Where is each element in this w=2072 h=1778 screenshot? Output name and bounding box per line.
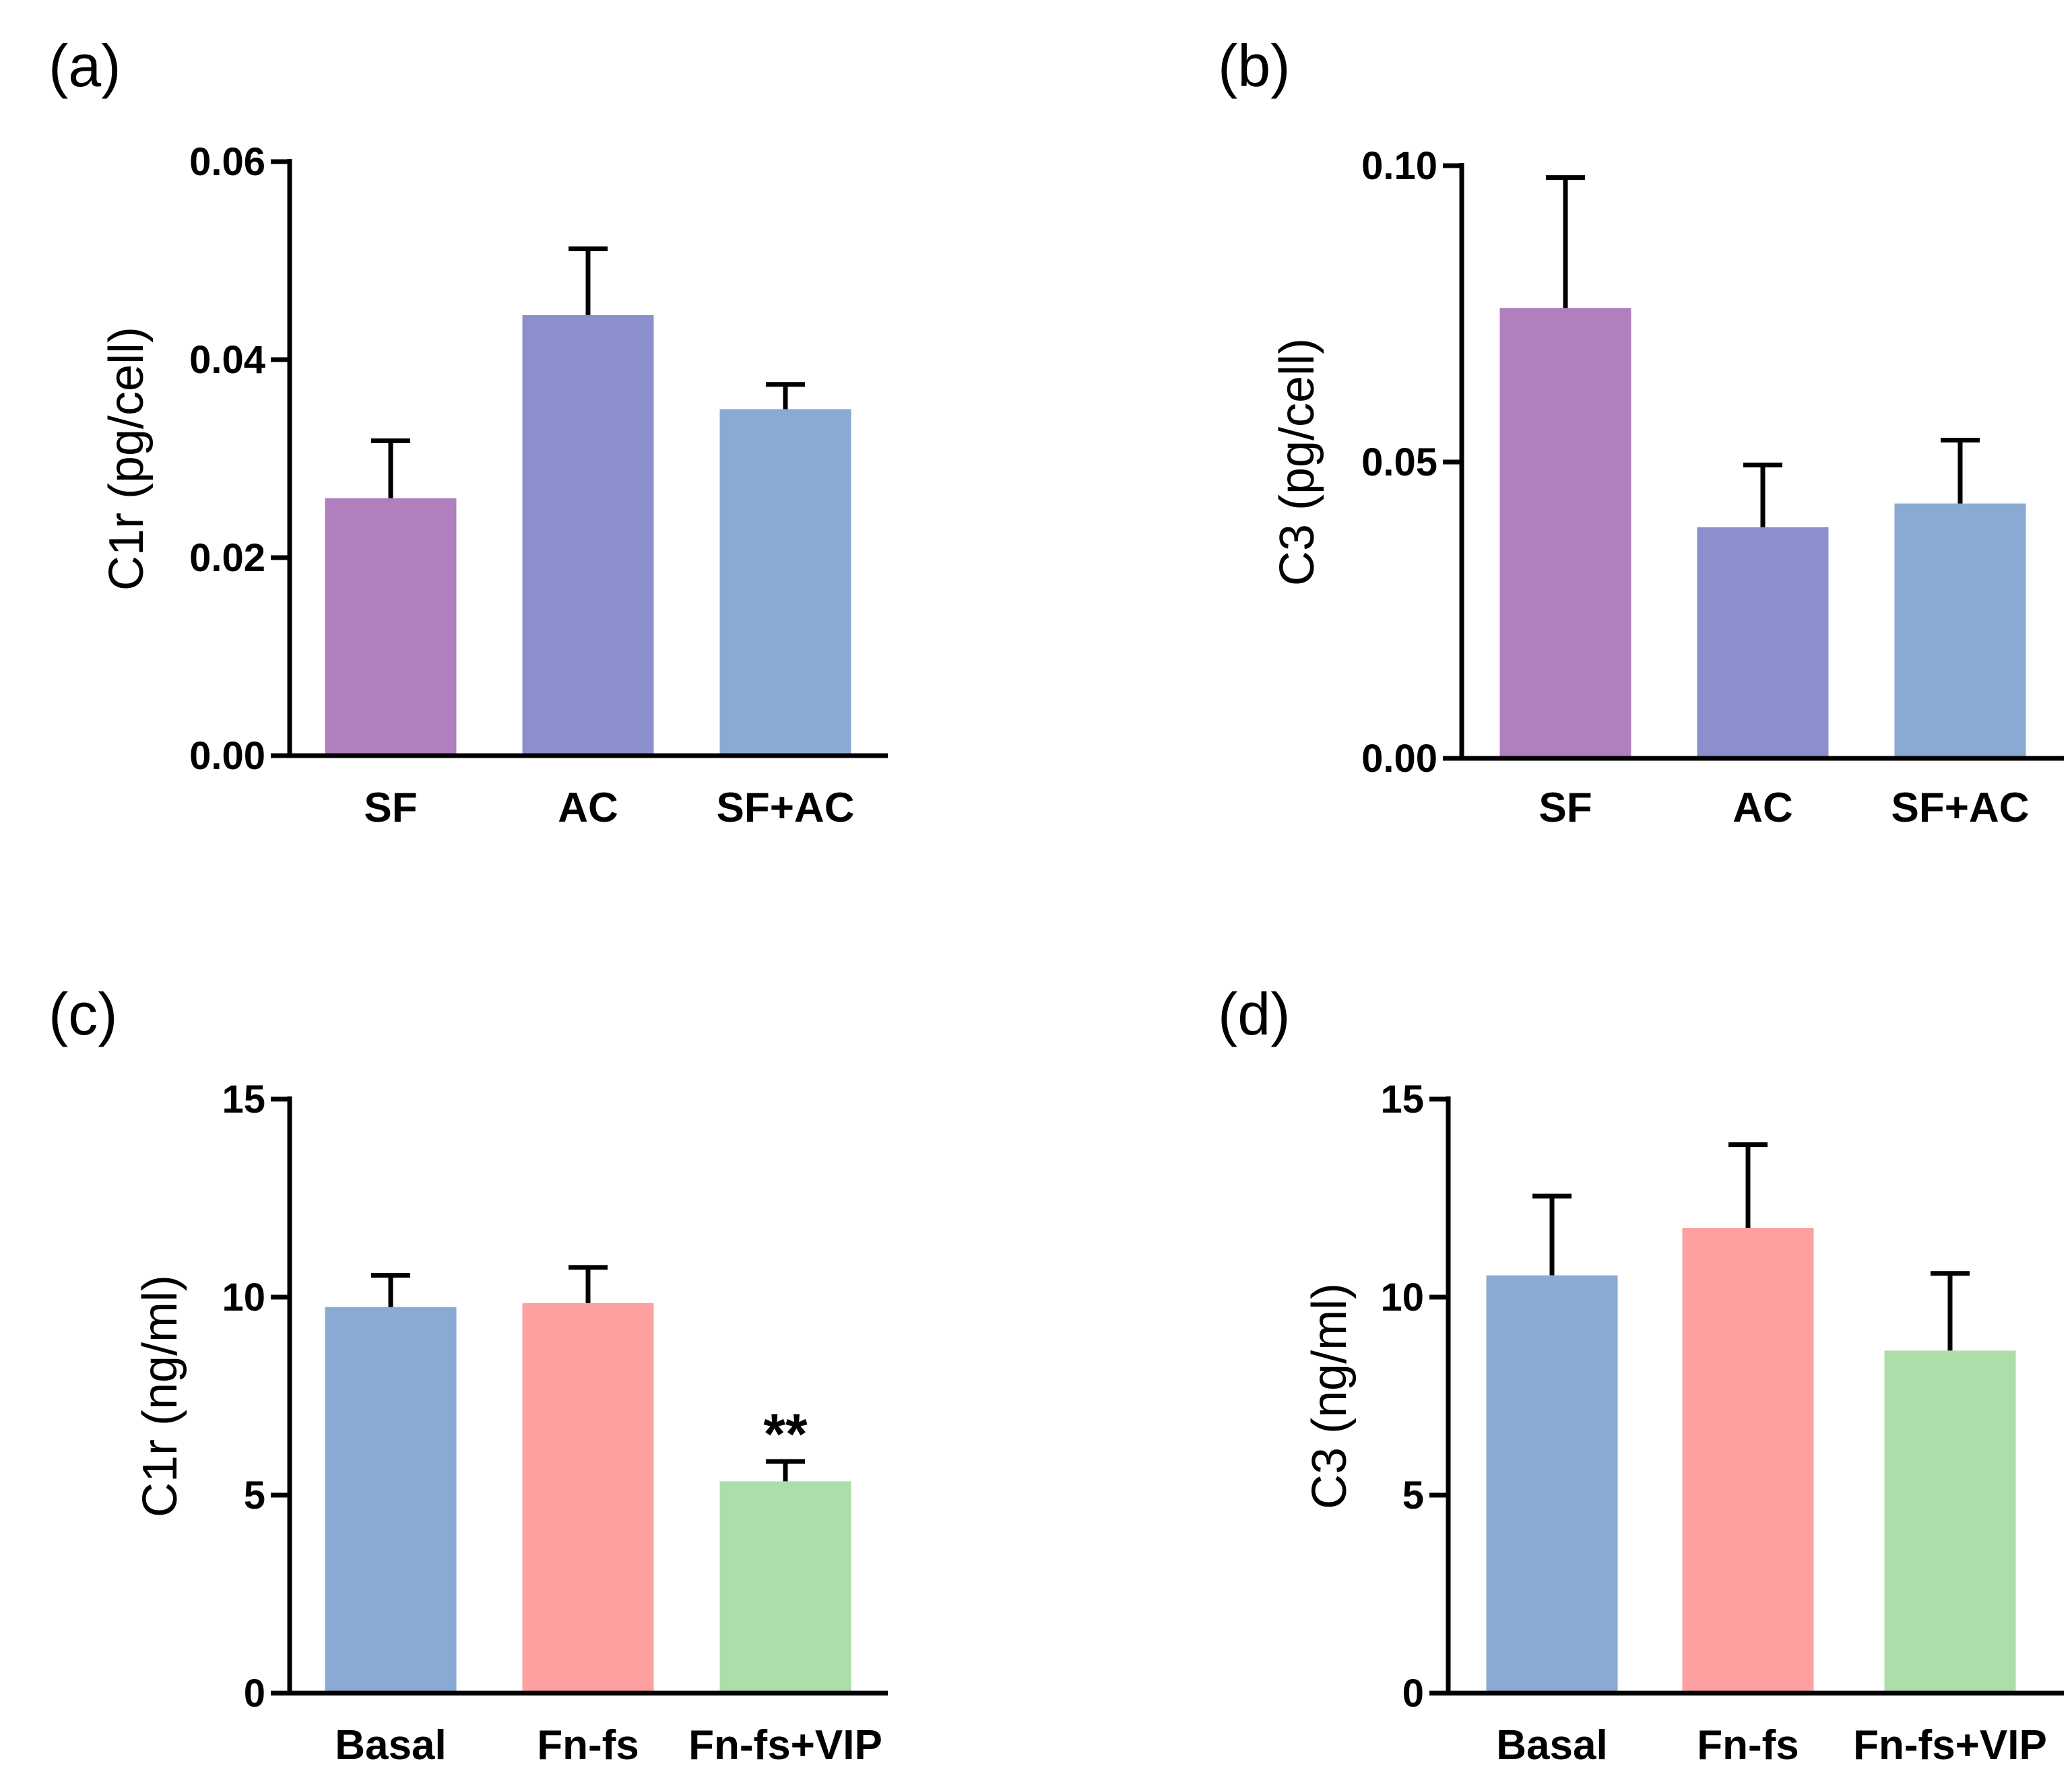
- y-tick-label: 0.10: [1361, 144, 1437, 188]
- bar-sf-ac: [719, 409, 851, 756]
- bar-fn-fs-vip: [719, 1481, 851, 1693]
- y-tick-label: 0.00: [1361, 737, 1437, 781]
- y-tick-label: 5: [244, 1474, 265, 1517]
- y-axis-label: C3 (ng/ml): [1303, 1283, 1357, 1509]
- bar-ac: [522, 315, 654, 756]
- category-label: AC: [1733, 785, 1793, 831]
- chart-panel-4: (d) Basal Fn-fs Fn-fs+VIP 0 5 10 15 C3 (ng/ml): [1218, 981, 2064, 1769]
- chart-panel-2: (b) SF AC SF+AC 0.00 0.05 0.10 C3 (pg/cell): [1218, 32, 2064, 831]
- bar-sf: [325, 498, 457, 756]
- category-label: SF+AC: [717, 785, 855, 831]
- category-label: SF: [364, 785, 417, 831]
- category-label: Basal: [335, 1722, 446, 1769]
- panel-label: (c): [48, 981, 118, 1047]
- y-tick-label: 0: [1402, 1672, 1424, 1715]
- y-tick-label: 5: [1402, 1474, 1424, 1517]
- bar-basal: [325, 1307, 457, 1693]
- y-tick-label: 0.04: [189, 338, 265, 382]
- category-label: AC: [558, 785, 618, 831]
- significance-annotation: **: [763, 1402, 808, 1466]
- chart-panel-1: (a) SF AC SF+AC 0.00 0.02 0.04 0.06 C1r (pg/cell…: [48, 32, 888, 831]
- bar-fn-fs-vip: [1884, 1350, 2016, 1693]
- y-tick-label: 15: [1380, 1078, 1424, 1121]
- bar-fn-fs: [1682, 1228, 1814, 1693]
- bar-sf: [1499, 308, 1631, 758]
- y-axis-label: C1r (pg/cell): [100, 327, 154, 591]
- category-label: SF+AC: [1891, 785, 2030, 831]
- category-label: Basal: [1496, 1722, 1607, 1769]
- y-tick-label: 0.06: [189, 140, 265, 184]
- y-tick-label: 0.02: [189, 536, 265, 580]
- bar-fn-fs: [522, 1303, 654, 1693]
- y-tick-label: 0.00: [189, 734, 265, 778]
- panel-label: (d): [1218, 981, 1291, 1047]
- y-tick-label: 15: [222, 1078, 265, 1121]
- y-tick-label: 0.05: [1361, 440, 1437, 484]
- bar-basal: [1486, 1275, 1618, 1693]
- bar-sf-ac: [1894, 503, 2026, 758]
- category-label: Fn-fs+VIP: [688, 1722, 882, 1769]
- panel-label: (a): [48, 32, 121, 99]
- y-axis-label: C3 (pg/cell): [1270, 338, 1324, 586]
- category-label: Fn-fs+VIP: [1853, 1722, 2047, 1769]
- category-label: Fn-fs: [1697, 1722, 1799, 1769]
- bar-ac: [1697, 527, 1829, 758]
- y-tick-label: 0: [244, 1672, 265, 1715]
- category-label: SF: [1539, 785, 1592, 831]
- y-tick-label: 10: [222, 1276, 265, 1319]
- chart-panel-3: (c) Basal Fn-fs Fn-fs+VIP ** 0 5 10 15 C1r (ng/ml…: [48, 981, 888, 1769]
- panel-label: (b): [1218, 32, 1291, 99]
- y-tick-label: 10: [1380, 1276, 1424, 1319]
- category-label: Fn-fs: [537, 1722, 639, 1769]
- y-axis-label: C1r (ng/ml): [133, 1275, 187, 1517]
